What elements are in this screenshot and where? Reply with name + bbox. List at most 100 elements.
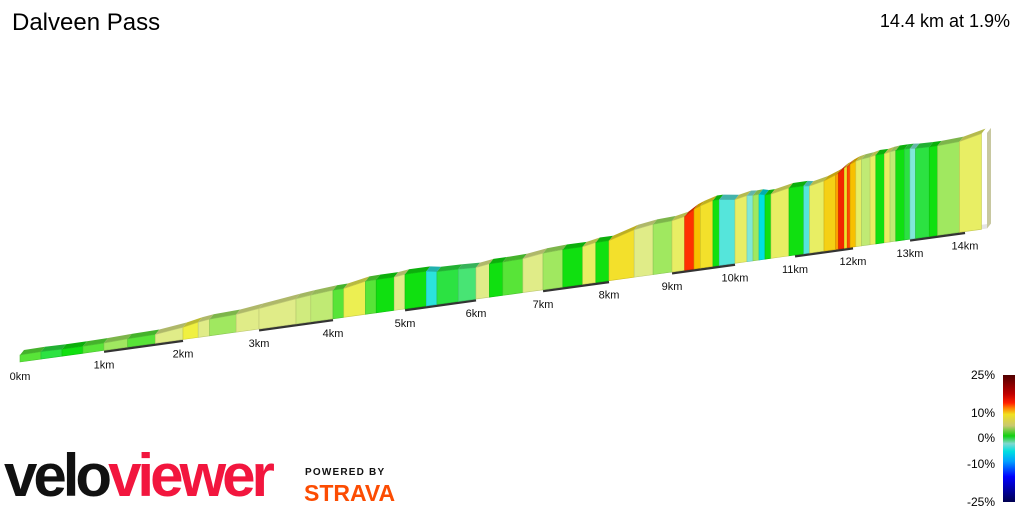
segment-front-face: [823, 174, 836, 252]
segment-top-face: [104, 333, 132, 344]
segment-front-face: [375, 276, 395, 314]
segment-front-face: [928, 145, 938, 237]
segment-top-face: [502, 253, 527, 263]
segment-front-face: [595, 240, 610, 283]
segment-front-face: [562, 246, 583, 288]
segment-front-face: [838, 167, 845, 250]
segment-top-face: [844, 161, 852, 169]
x-tick-label: 7km: [533, 299, 554, 311]
climb-title: Dalveen Pass: [12, 9, 161, 36]
segment-top-face: [127, 329, 160, 339]
x-tick-label: 11km: [782, 264, 808, 276]
segment-front-face: [909, 148, 916, 240]
segment-top-face: [595, 235, 613, 243]
segment-top-face: [62, 341, 87, 350]
segment-top-face: [850, 156, 860, 165]
legend-label-25: 25%: [970, 368, 995, 382]
segment-front-face: [861, 156, 871, 247]
x-tick-label: 10km: [722, 272, 749, 284]
x-tick-label: 12km: [840, 256, 867, 268]
segment-front-face: [903, 148, 911, 241]
segment-front-face: [295, 294, 312, 325]
segment-front-face: [746, 195, 754, 263]
elevation-profile-chart: 0km 1km 2km 3km 4km 5km 6km 7km 8km 9km 10km 11km 12…: [10, 127, 991, 383]
segment-top-face: [582, 237, 600, 247]
segment-top-face: [835, 168, 843, 176]
segment-top-face: [634, 219, 658, 230]
segment-top-face: [861, 152, 875, 160]
segment-front-face: [310, 289, 334, 323]
segment-top-face: [522, 248, 547, 259]
segment-top-face: [259, 293, 300, 309]
segment-front-face: [718, 199, 736, 266]
segment-front-face: [712, 199, 720, 267]
segment-front-face: [959, 133, 982, 233]
segment-front-face: [393, 273, 406, 311]
strava-logo[interactable]: STRAVA: [304, 480, 396, 506]
segment-front-face: [758, 193, 766, 261]
km-band-marker: [542, 280, 610, 293]
gradient-color-scale: [1003, 375, 1015, 502]
segment-top-face: [855, 154, 866, 162]
x-tick-label: 6km: [466, 308, 487, 320]
segment-top-face: [884, 146, 895, 154]
segment-top-face: [789, 180, 808, 188]
logo-velo: velo: [4, 442, 112, 509]
segment-front-face: [855, 158, 862, 247]
km-band-marker: [404, 298, 477, 312]
segment-top-face: [543, 244, 567, 254]
x-tick-label: 8km: [599, 290, 620, 302]
segment-top-face: [959, 128, 986, 142]
x-tick-label: 5km: [395, 318, 416, 330]
km-band-marker: [909, 231, 966, 242]
segment-top-face: [426, 266, 441, 272]
segment-front-face: [436, 268, 459, 305]
segment-top-face: [609, 224, 639, 241]
segment-front-face: [809, 180, 825, 254]
segment-front-face: [522, 252, 544, 293]
segment-top-face: [809, 175, 828, 187]
segment-top-face: [890, 145, 900, 152]
segment-top-face: [365, 274, 381, 282]
segment-top-face: [712, 194, 724, 201]
x-tick-label: 14km: [952, 241, 979, 253]
segment-top-face: [198, 314, 214, 323]
segment-front-face: [365, 279, 377, 315]
segment-front-face: [770, 187, 790, 259]
x-tick-label: 9km: [662, 281, 683, 293]
segment-top-face: [672, 211, 689, 221]
segment-top-face: [209, 309, 241, 320]
segment-top-face: [236, 303, 263, 315]
segment-top-face: [83, 338, 108, 347]
segment-front-face: [843, 166, 848, 249]
segment-top-face: [870, 150, 880, 158]
segment-front-face: [475, 263, 490, 300]
segment-front-face: [849, 160, 857, 248]
segment-front-face: [764, 193, 772, 260]
segment-top-face: [310, 285, 337, 296]
segment-top-face: [847, 159, 855, 167]
segment-top-face: [653, 215, 676, 225]
veloviewer-logo[interactable]: veloviewer: [4, 446, 275, 506]
powered-by-label: POWERED BY: [305, 467, 386, 478]
km-band-marker: [671, 262, 736, 275]
segment-front-face: [197, 318, 210, 338]
segment-top-face: [183, 317, 203, 328]
km-band-marker: [258, 318, 334, 332]
segment-top-face: [929, 140, 942, 147]
segment-top-face: [747, 190, 757, 196]
segment-front-face: [693, 205, 701, 270]
segment-top-face: [436, 264, 463, 272]
segment-front-face: [895, 148, 905, 242]
legend-label-0: 0%: [977, 431, 995, 445]
segment-top-face: [489, 257, 507, 264]
logo-viewer: viewer: [108, 442, 275, 509]
distance-ticks: 0km 1km 2km 3km 4km 5km 6km 7km 8km 9km 10km 11km 12…: [10, 241, 979, 383]
segment-top-face: [759, 189, 769, 195]
profile-segments: [19, 127, 991, 363]
x-tick-label: 13km: [897, 248, 924, 260]
segment-top-face: [700, 195, 717, 206]
segment-top-face: [753, 189, 763, 196]
segment-top-face: [875, 148, 889, 156]
segment-top-face: [41, 344, 66, 352]
